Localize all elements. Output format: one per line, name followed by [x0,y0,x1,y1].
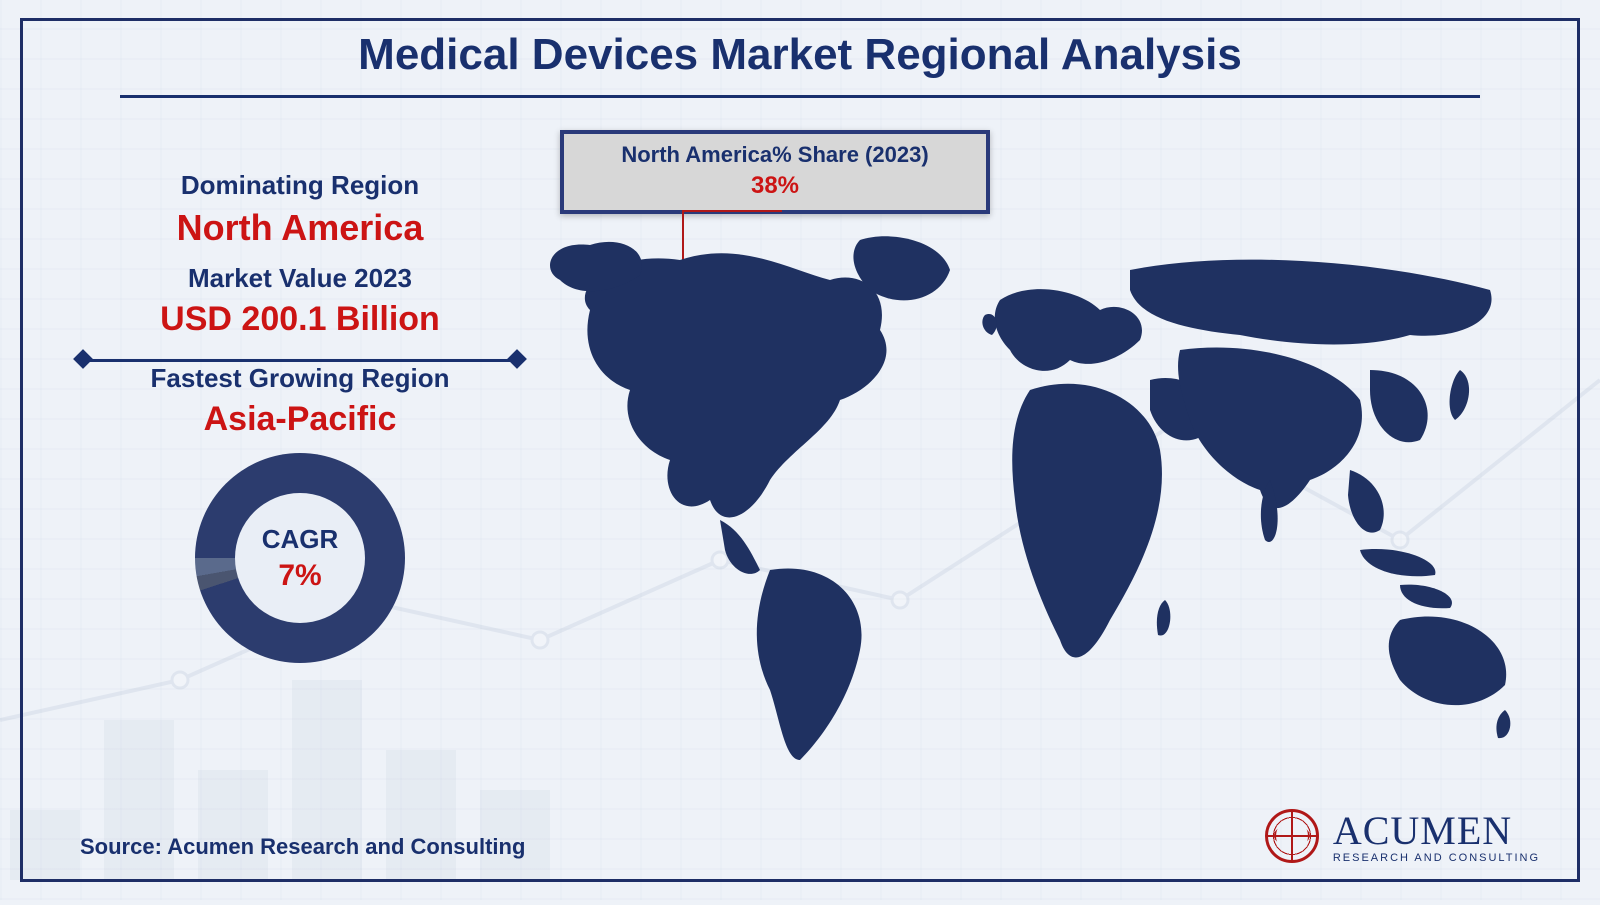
page-title: Medical Devices Market Regional Analysis [0,30,1600,80]
cagr-label: CAGR [262,524,339,555]
dominating-region-label: Dominating Region [70,170,530,201]
source-text: Source: Acumen Research and Consulting [80,834,525,860]
left-stats-column: Dominating Region North America Market V… [70,170,530,663]
globe-icon [1265,809,1319,863]
logo-name: ACUMEN [1333,807,1540,854]
share-callout: North America% Share (2023) 38% [560,130,990,214]
title-underline [120,95,1480,98]
dominating-region-value: North America [70,207,530,249]
market-value: USD 200.1 Billion [70,300,530,339]
brand-logo: ACUMEN RESEARCH AND CONSULTING [1265,807,1540,864]
cagr-ring: CAGR 7% [195,453,405,663]
share-callout-label: North America% Share (2023) [574,142,976,168]
world-map [530,220,1540,780]
share-callout-value: 38% [574,172,976,200]
fastest-region-label: Fastest Growing Region [70,363,530,394]
cagr-value: 7% [278,559,321,593]
logo-sub: RESEARCH AND CONSULTING [1333,852,1540,864]
market-value-label: Market Value 2023 [70,263,530,294]
fastest-region-value: Asia-Pacific [70,400,530,439]
